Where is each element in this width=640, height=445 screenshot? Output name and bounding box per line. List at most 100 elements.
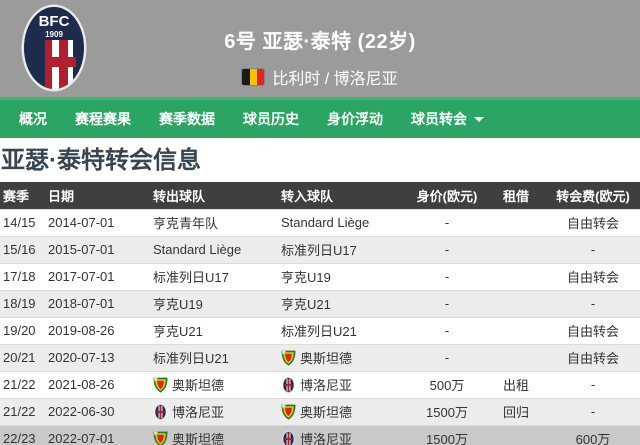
- team-name: Standard Liège: [153, 242, 242, 257]
- oostende-badge-icon: [153, 431, 168, 445]
- cell-loan: [486, 424, 546, 445]
- cell-fee: -: [546, 289, 640, 317]
- table-row: 14/15 2014-07-01 亨克青年队 Standard Liège - …: [0, 208, 640, 236]
- cell-season: 15/16: [0, 235, 45, 263]
- table-header-row: 赛季 日期 转出球队 转入球队 身价(欧元) 租借 转会费(欧元): [0, 182, 640, 209]
- section-title: 亚瑟·泰特转会信息: [0, 138, 640, 182]
- team-name: 博洛尼亚: [300, 432, 353, 445]
- cell-season: 21/22: [0, 397, 45, 425]
- team-name: 奥斯坦德: [172, 378, 225, 393]
- cell-season: 18/19: [0, 289, 45, 317]
- cell-to-team: 亨克U21: [278, 289, 408, 317]
- nav-item-transfers[interactable]: 球员转会: [405, 105, 490, 133]
- team-name: 标准列日U21: [153, 351, 229, 366]
- nav-item-overview[interactable]: 概况: [19, 111, 47, 127]
- cell-to-team: 标准列日U21: [278, 316, 408, 344]
- cell-fee: 600万: [546, 424, 640, 445]
- col-header-from: 转出球队: [150, 182, 278, 209]
- team-name: 博洛尼亚: [172, 405, 225, 420]
- cell-to-team: 标准列日U17: [278, 235, 408, 263]
- player-nationality-club: 比利时 / 博洛尼亚: [272, 71, 398, 88]
- cell-fee: -: [546, 235, 640, 263]
- crest-text-bfc: BFC: [39, 13, 70, 30]
- bologna-badge-icon: [281, 377, 296, 393]
- team-name: 标准列日U21: [281, 324, 357, 339]
- team-name: 奥斯坦德: [300, 405, 353, 420]
- team-name: 亨克U19: [281, 270, 331, 285]
- cell-loan: 回归: [486, 397, 546, 425]
- cell-from-team: 奥斯坦德: [150, 370, 278, 398]
- cell-season: 20/21: [0, 343, 45, 371]
- cell-from-team: 奥斯坦德: [150, 424, 278, 445]
- cell-value: -: [408, 235, 486, 263]
- table-row: 17/18 2017-07-01 标准列日U17 亨克U19 - 自由转会: [0, 262, 640, 290]
- cell-date: 2015-07-01: [45, 235, 150, 263]
- cell-to-team: 博洛尼亚: [278, 370, 408, 398]
- cell-fee: 自由转会: [546, 262, 640, 290]
- table-row-highlighted: 22/23 2022-07-01 奥斯坦德 博洛尼亚 1500万 600万: [0, 424, 640, 445]
- cell-value: -: [408, 316, 486, 344]
- cell-season: 21/22: [0, 370, 45, 398]
- cell-to-team: 亨克U19: [278, 262, 408, 290]
- cell-loan: [486, 343, 546, 371]
- team-name: 标准列日U17: [281, 243, 357, 258]
- cell-value: -: [408, 262, 486, 290]
- table-row: 18/19 2018-07-01 亨克U19 亨克U21 - -: [0, 289, 640, 317]
- cell-loan: [486, 316, 546, 344]
- table-row: 20/21 2020-07-13 标准列日U21 奥斯坦德 - 自由转会: [0, 343, 640, 371]
- cell-loan: [486, 208, 546, 236]
- team-name: 博洛尼亚: [300, 378, 353, 393]
- table-row: 15/16 2015-07-01 Standard Liège 标准列日U17 …: [0, 235, 640, 263]
- team-name: Standard Liège: [281, 215, 370, 230]
- team-name: 亨克U21: [281, 297, 331, 312]
- nav-item-season-stats[interactable]: 赛季数据: [159, 111, 215, 127]
- table-row: 21/22 2021-08-26 奥斯坦德 博洛尼亚 500万 出租 -: [0, 370, 640, 398]
- cell-date: 2018-07-01: [45, 289, 150, 317]
- cell-loan: [486, 289, 546, 317]
- team-name: 亨克U19: [153, 297, 203, 312]
- col-header-value: 身价(欧元): [408, 182, 486, 209]
- cell-season: 22/23: [0, 424, 45, 445]
- cell-fee: 自由转会: [546, 343, 640, 371]
- cell-season: 14/15: [0, 208, 45, 236]
- cell-to-team: 奥斯坦德: [278, 397, 408, 425]
- cell-from-team: 亨克U19: [150, 289, 278, 317]
- oostende-badge-icon: [281, 404, 296, 420]
- cell-date: 2022-06-30: [45, 397, 150, 425]
- cell-value: -: [408, 289, 486, 317]
- col-header-season: 赛季: [0, 182, 45, 209]
- cell-value: -: [408, 343, 486, 371]
- cell-to-team: 博洛尼亚: [278, 424, 408, 445]
- cell-date: 2020-07-13: [45, 343, 150, 371]
- team-name: 奥斯坦德: [172, 432, 225, 445]
- cell-loan: [486, 262, 546, 290]
- chevron-down-icon: [474, 116, 484, 122]
- table-row: 19/20 2019-08-26 亨克U21 标准列日U21 - 自由转会: [0, 316, 640, 344]
- player-header: BFC 1909 6号 亚瑟·泰特 (22岁) 比利时 / 博洛尼亚: [0, 0, 640, 97]
- col-header-date: 日期: [45, 182, 150, 209]
- cell-season: 19/20: [0, 316, 45, 344]
- nav-bar: 概况 赛程赛果 赛季数据 球员历史 身价浮动 球员转会: [0, 97, 640, 138]
- cell-fee: -: [546, 370, 640, 398]
- nav-item-player-history[interactable]: 球员历史: [243, 111, 299, 127]
- nav-item-fixtures[interactable]: 赛程赛果: [75, 111, 131, 127]
- crest-text-1909: 1909: [45, 30, 63, 39]
- cell-date: 2021-08-26: [45, 370, 150, 398]
- transfers-table: 赛季 日期 转出球队 转入球队 身价(欧元) 租借 转会费(欧元) 14/15 …: [0, 182, 640, 445]
- bologna-badge-icon: [153, 404, 168, 420]
- cell-fee: 自由转会: [546, 316, 640, 344]
- nav-item-market-value[interactable]: 身价浮动: [327, 111, 383, 127]
- bologna-club-crest-icon: BFC 1909: [21, 4, 87, 92]
- cell-to-team: 奥斯坦德: [278, 343, 408, 371]
- col-header-fee: 转会费(欧元): [546, 182, 640, 209]
- player-title: 6号 亚瑟·泰特 (22岁): [224, 31, 416, 53]
- cell-loan: 出租: [486, 370, 546, 398]
- team-name: 奥斯坦德: [300, 351, 353, 366]
- cell-from-team: 亨克青年队: [150, 208, 278, 236]
- cell-date: 2017-07-01: [45, 262, 150, 290]
- cell-value: 1500万: [408, 397, 486, 425]
- cell-from-team: 博洛尼亚: [150, 397, 278, 425]
- col-header-loan: 租借: [486, 182, 546, 209]
- cell-date: 2022-07-01: [45, 424, 150, 445]
